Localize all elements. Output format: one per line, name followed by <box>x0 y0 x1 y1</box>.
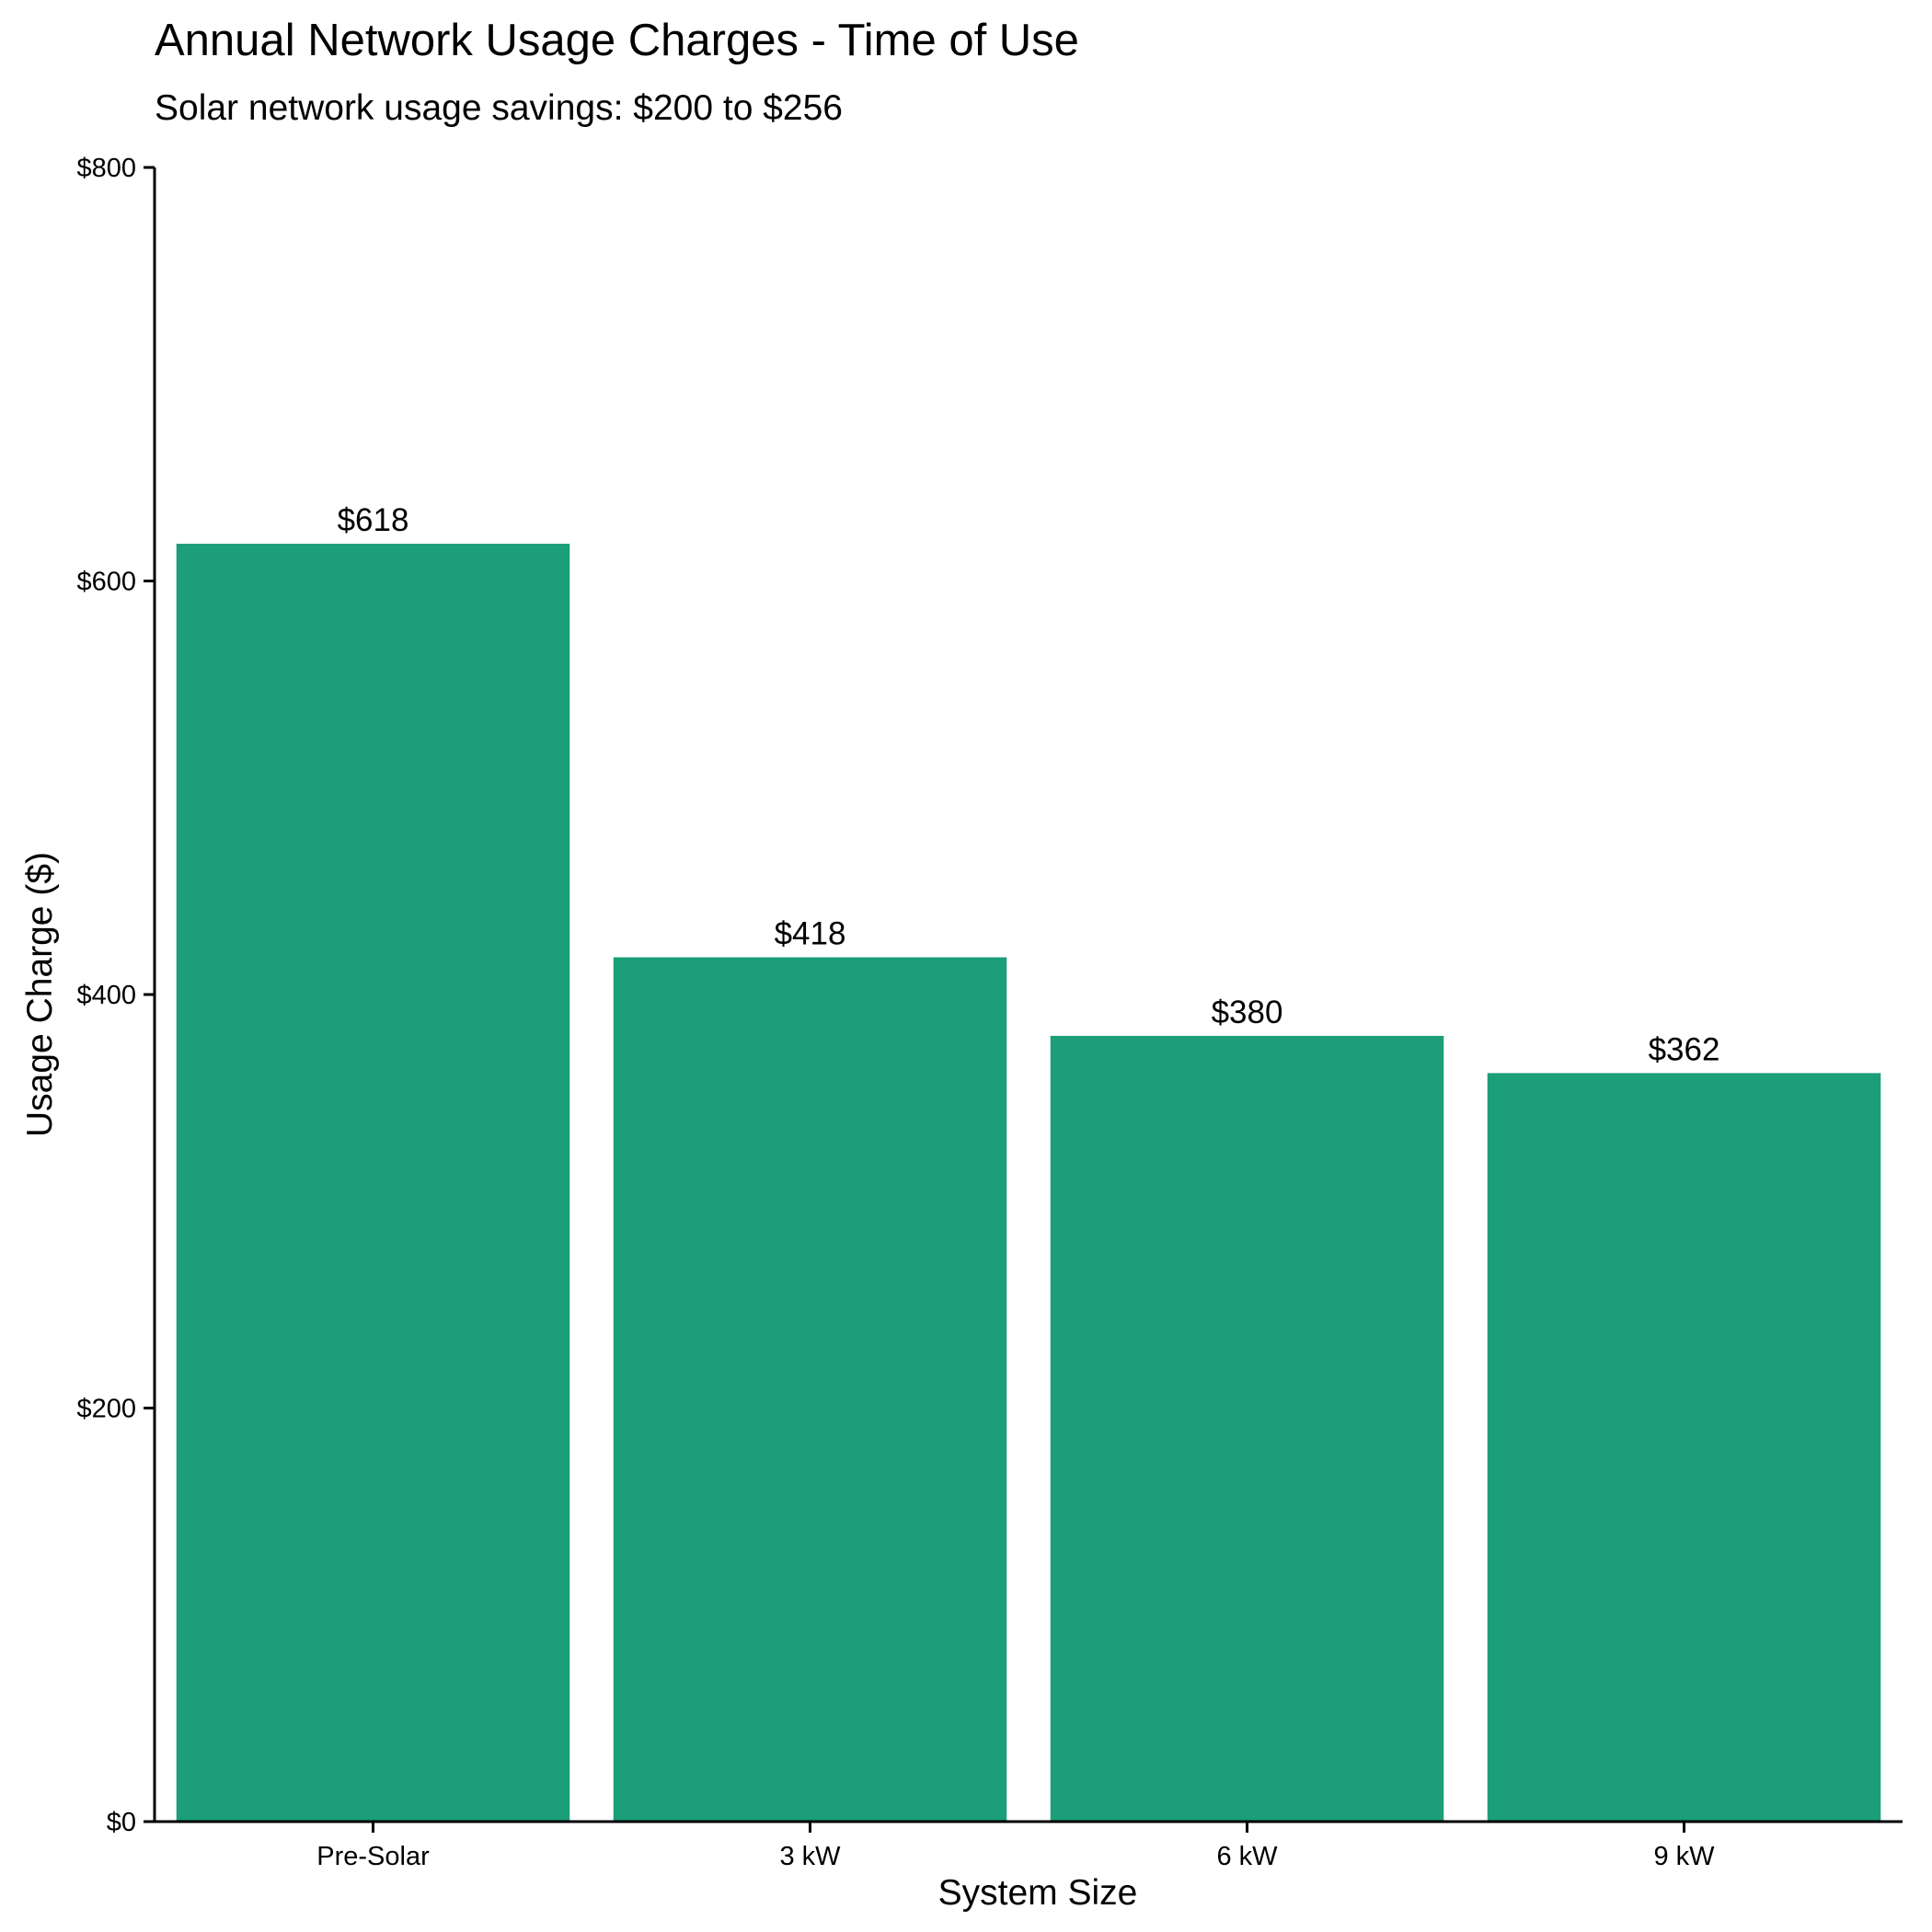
bar-0 <box>176 544 570 1823</box>
x-axis-title: System Size <box>938 1873 1138 1913</box>
x-tick-label-0: Pre-Solar <box>316 1842 430 1871</box>
y-tick-label-0: $0 <box>107 1808 136 1837</box>
y-tick-label-2: $400 <box>76 981 136 1010</box>
y-tick-label-3: $600 <box>76 568 136 597</box>
y-ticks-layer: $0 $200 $400 $600 $800 <box>76 154 155 1837</box>
data-labels-layer: $618 $418 $380 $362 <box>338 502 1720 1067</box>
data-label-1: $418 <box>775 916 846 952</box>
bar-1 <box>613 957 1007 1822</box>
y-tick-label-1: $200 <box>76 1395 136 1424</box>
y-tick-label-4: $800 <box>76 154 136 183</box>
data-label-2: $380 <box>1212 995 1283 1030</box>
bars-layer <box>176 544 1881 1823</box>
chart-subtitle: Solar network usage savings: $200 to $25… <box>155 88 843 128</box>
x-ticks-layer: Pre-Solar 3 kW 6 kW 9 kW <box>316 1822 1715 1871</box>
x-tick-label-2: 6 kW <box>1216 1842 1278 1871</box>
x-tick-label-1: 3 kW <box>779 1842 841 1871</box>
data-label-0: $618 <box>338 502 409 538</box>
chart-title: Annual Network Usage Charges - Time of U… <box>155 16 1079 65</box>
y-axis-title: Usage Charge ($) <box>20 852 60 1137</box>
bar-3 <box>1487 1073 1881 1822</box>
x-tick-label-3: 9 kW <box>1653 1842 1715 1871</box>
data-label-3: $362 <box>1649 1031 1720 1067</box>
bar-2 <box>1050 1035 1444 1822</box>
